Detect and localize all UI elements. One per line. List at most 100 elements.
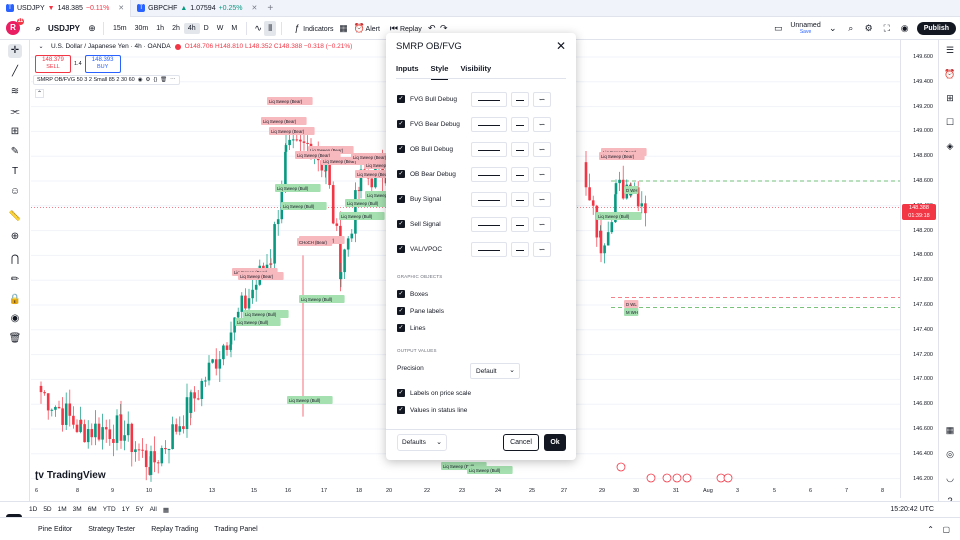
camera-icon[interactable]: ◉ xyxy=(900,23,909,33)
new-tab-icon[interactable]: + xyxy=(267,2,274,14)
timeframe-w[interactable]: W xyxy=(216,24,224,32)
defaults-dropdown[interactable]: Defaults ⌄ xyxy=(397,434,447,451)
delete-icon[interactable]: 🗑 xyxy=(160,77,168,83)
precision-select[interactable]: Default ⌄ xyxy=(470,363,520,379)
range-button-5y[interactable]: 5Y xyxy=(135,505,144,513)
checkbox-checked-icon[interactable]: ✓ xyxy=(397,95,405,103)
alerts-icon[interactable]: ⏰ xyxy=(944,69,956,79)
checkbox-checked-icon[interactable]: ✓ xyxy=(397,145,405,153)
collapse-panel-icon[interactable]: ⌃ xyxy=(927,524,934,534)
text-icon[interactable]: T xyxy=(11,166,19,177)
line-width-icon[interactable] xyxy=(511,166,529,182)
timeframe-m[interactable]: M xyxy=(231,24,238,32)
line-width-icon[interactable] xyxy=(511,216,529,232)
eye-icon[interactable]: ◉ xyxy=(137,77,143,83)
timeframe-1h[interactable]: 1h xyxy=(156,24,165,32)
tab-pine-editor[interactable]: Pine Editor xyxy=(38,525,73,533)
crosshair-icon[interactable]: ✛ xyxy=(8,44,22,58)
lock-icon[interactable]: 🔒 xyxy=(8,294,22,305)
checkbox-checked-icon[interactable]: ✓ xyxy=(397,389,405,397)
go-to-date-icon[interactable]: ▦ xyxy=(162,506,170,514)
checkbox-checked-icon[interactable]: ✓ xyxy=(397,307,405,315)
alert-button[interactable]: ⏰Alert xyxy=(350,21,384,36)
pattern-icon[interactable]: ⫘ xyxy=(10,106,20,117)
checkbox-checked-icon[interactable]: ✓ xyxy=(397,290,405,298)
line-style-icon[interactable]: ∽ xyxy=(533,141,551,157)
eye-icon[interactable]: ◉ xyxy=(10,313,20,324)
line-style-icon[interactable]: ∽ xyxy=(533,241,551,257)
color-swatch[interactable] xyxy=(471,91,507,107)
tab-style[interactable]: Style xyxy=(430,64,449,80)
color-swatch[interactable] xyxy=(471,141,507,157)
save-link[interactable]: Save xyxy=(799,28,812,35)
close-icon[interactable]: ✕ xyxy=(555,39,566,53)
calendar-icon[interactable]: ▦ xyxy=(945,425,955,435)
style-row[interactable]: ✓ VAL/VPOC ∽ xyxy=(397,241,567,257)
trash-icon[interactable]: 🗑 xyxy=(8,333,22,344)
line-style-icon[interactable]: ∽ xyxy=(533,216,551,232)
line-chart-icon[interactable]: ∿ xyxy=(254,22,262,33)
undo-icon[interactable]: ↶ xyxy=(427,22,436,33)
color-swatch[interactable] xyxy=(471,241,507,257)
replay-button[interactable]: ⏮ Replay xyxy=(384,21,426,36)
time-axis[interactable]: 6 8 9 10 13 15 16 17 18 20 22 23 24 25 27 29 30 31 Aug 3 5 6 7… xyxy=(31,486,900,498)
checkbox-checked-icon[interactable]: ✓ xyxy=(397,120,405,128)
range-button-1m[interactable]: 1M xyxy=(57,505,67,513)
more-icon[interactable]: ⋯ xyxy=(170,77,176,83)
timeframe-30m[interactable]: 30m xyxy=(134,24,149,32)
fullscreen-icon[interactable]: ⛶ xyxy=(883,23,890,33)
browser-tab-gbpchf[interactable]: T GBPCHF ▲ 1.07594 +0.25% ✕ xyxy=(131,0,263,17)
brush-icon[interactable]: ✎ xyxy=(10,146,20,157)
collapse-legend-icon[interactable]: ⌃ xyxy=(35,89,44,98)
checkbox-labels-on-price-scale[interactable]: ✓ Labels on price scale xyxy=(397,385,572,401)
checkbox-values-in-status-line[interactable]: ✓ Values in status line xyxy=(397,402,572,418)
range-button-ytd[interactable]: YTD xyxy=(102,505,116,513)
close-tab-icon[interactable]: ✕ xyxy=(251,5,258,12)
magnet-icon[interactable]: ⋂ xyxy=(10,254,20,265)
style-row[interactable]: ✓ OB Bear Debug ∽ xyxy=(397,166,567,182)
timeframe-4h[interactable]: 4h xyxy=(183,22,200,34)
buy-button[interactable]: 148.393 BUY xyxy=(84,55,121,73)
cancel-button[interactable]: Cancel xyxy=(503,434,539,451)
checkbox-checked-icon[interactable]: ✓ xyxy=(397,220,405,228)
line-width-icon[interactable] xyxy=(511,91,529,107)
settings-gear-icon[interactable]: ⚙ xyxy=(145,77,151,83)
style-row[interactable]: ✓ FVG Bull Debug ∽ xyxy=(397,91,567,107)
color-swatch[interactable] xyxy=(471,216,507,232)
checkbox-checked-icon[interactable]: ✓ xyxy=(397,406,405,414)
broadcast-icon[interactable]: ◡ xyxy=(946,473,954,483)
tab-visibility[interactable]: Visibility xyxy=(460,64,492,73)
forecast-icon[interactable]: ⊞ xyxy=(10,126,20,137)
chat-icon[interactable]: ☐ xyxy=(945,117,955,127)
layout-icon[interactable]: ▭ xyxy=(774,23,783,33)
layout-grid-icon[interactable]: ▦ xyxy=(339,22,348,33)
line-style-icon[interactable]: ∽ xyxy=(533,191,551,207)
lock-drawing-icon[interactable]: ✏ xyxy=(10,274,20,285)
checkbox-checked-icon[interactable]: ✓ xyxy=(397,245,405,253)
indicator-legend[interactable]: SMRP OB/FVG 50 3 2 Small 85 2 30 60 ◉ ⚙ … xyxy=(33,75,180,85)
sell-button[interactable]: 148.379 SELL xyxy=(35,55,71,73)
checkbox-checked-icon[interactable]: ✓ xyxy=(397,324,405,332)
style-row[interactable]: ✓ Buy Signal ∽ xyxy=(397,191,567,207)
checkbox-checked-icon[interactable]: ✓ xyxy=(397,170,405,178)
range-button-5d[interactable]: 5D xyxy=(43,505,52,513)
tab-trading-panel[interactable]: Trading Panel xyxy=(214,525,258,533)
range-button-1y[interactable]: 1Y xyxy=(121,505,130,513)
bell-icon[interactable]: ◎ xyxy=(946,449,954,459)
trend-line-icon[interactable]: ╱ xyxy=(11,66,19,77)
line-width-icon[interactable] xyxy=(511,116,529,132)
zoom-icon[interactable]: ⊕ xyxy=(10,231,20,242)
data-window-icon[interactable]: ⊞ xyxy=(946,93,954,103)
checkbox-boxes[interactable]: ✓ Boxes xyxy=(397,286,567,302)
redo-icon[interactable]: ↷ xyxy=(439,22,448,33)
style-row[interactable]: ✓ Sell Signal ∽ xyxy=(397,216,567,232)
browser-tab-usdjpy[interactable]: T USDJPY ▼ 148.385 −0.11% ✕ xyxy=(0,0,132,17)
line-width-icon[interactable] xyxy=(511,191,529,207)
symbol-search[interactable]: ⌕ USDJPY xyxy=(32,23,80,34)
color-swatch[interactable] xyxy=(471,166,507,182)
ruler-icon[interactable]: 📏 xyxy=(8,211,22,222)
line-style-icon[interactable]: ∽ xyxy=(533,166,551,182)
chevron-down-icon[interactable]: ⌄ xyxy=(828,23,837,33)
timeframe-15m[interactable]: 15m xyxy=(113,24,127,32)
settings-gear-icon[interactable]: ⚙ xyxy=(864,23,873,33)
